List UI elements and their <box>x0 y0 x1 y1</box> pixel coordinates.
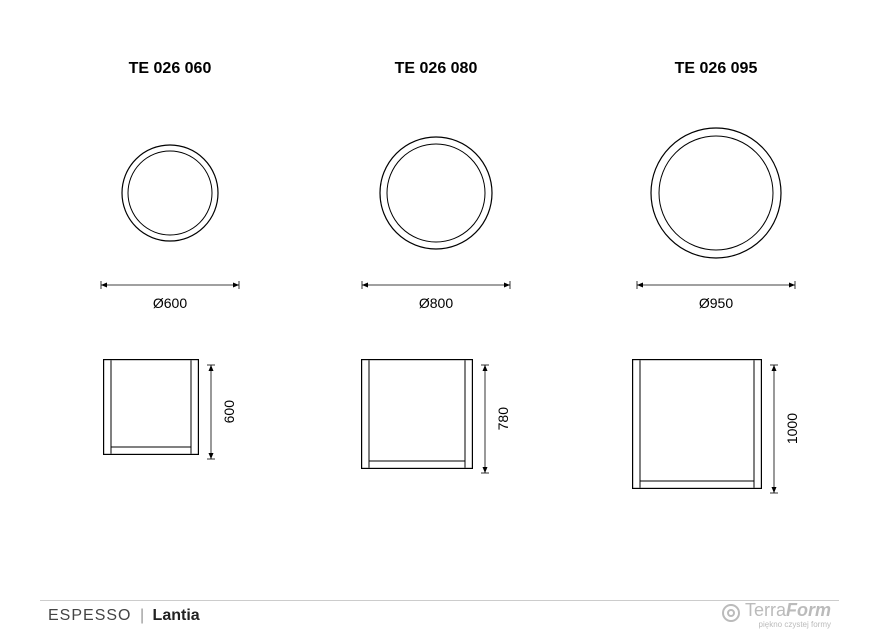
product-code: TE 026 095 <box>675 60 758 78</box>
brand-logo: TerraForm piękno czystej formy <box>721 601 831 629</box>
diameter-dimension: Ø950 <box>636 281 796 311</box>
product-code: TE 026 060 <box>129 60 212 78</box>
separator: | <box>140 607 144 624</box>
diameter-label: Ø950 <box>699 295 733 311</box>
product-column: TE 026 060 Ø600 600 <box>100 60 240 540</box>
front-view <box>103 359 199 460</box>
height-dimension: 1000 <box>770 364 800 494</box>
top-view <box>121 123 219 263</box>
series-name: ESPESSO <box>48 607 131 624</box>
brand-text: TerraForm <box>745 601 831 619</box>
footer-divider <box>40 600 839 601</box>
footer-title: ESPESSO | Lantia <box>48 607 200 625</box>
top-view <box>650 123 782 263</box>
diameter-label: Ø600 <box>153 295 187 311</box>
height-dimension: 600 <box>207 364 237 460</box>
diameter-dimension: Ø800 <box>361 281 511 311</box>
height-dimension: 780 <box>481 364 511 474</box>
top-view <box>379 123 493 263</box>
product-column: TE 026 080 Ø800 780 <box>361 60 511 540</box>
diameter-dimension: Ø600 <box>100 281 240 311</box>
front-view <box>632 359 762 494</box>
diagram-grid: TE 026 060 Ø600 600 TE 02 <box>100 60 800 540</box>
height-label: 1000 <box>784 413 800 444</box>
gear-icon <box>721 603 741 628</box>
diameter-label: Ø800 <box>419 295 453 311</box>
product-column: TE 026 095 Ø950 1000 <box>632 60 800 540</box>
product-name: Lantia <box>153 607 200 624</box>
product-code: TE 026 080 <box>395 60 478 78</box>
height-label: 600 <box>221 400 237 423</box>
height-label: 780 <box>495 407 511 430</box>
brand-tagline: piękno czystej formy <box>759 621 831 629</box>
front-view <box>361 359 473 474</box>
